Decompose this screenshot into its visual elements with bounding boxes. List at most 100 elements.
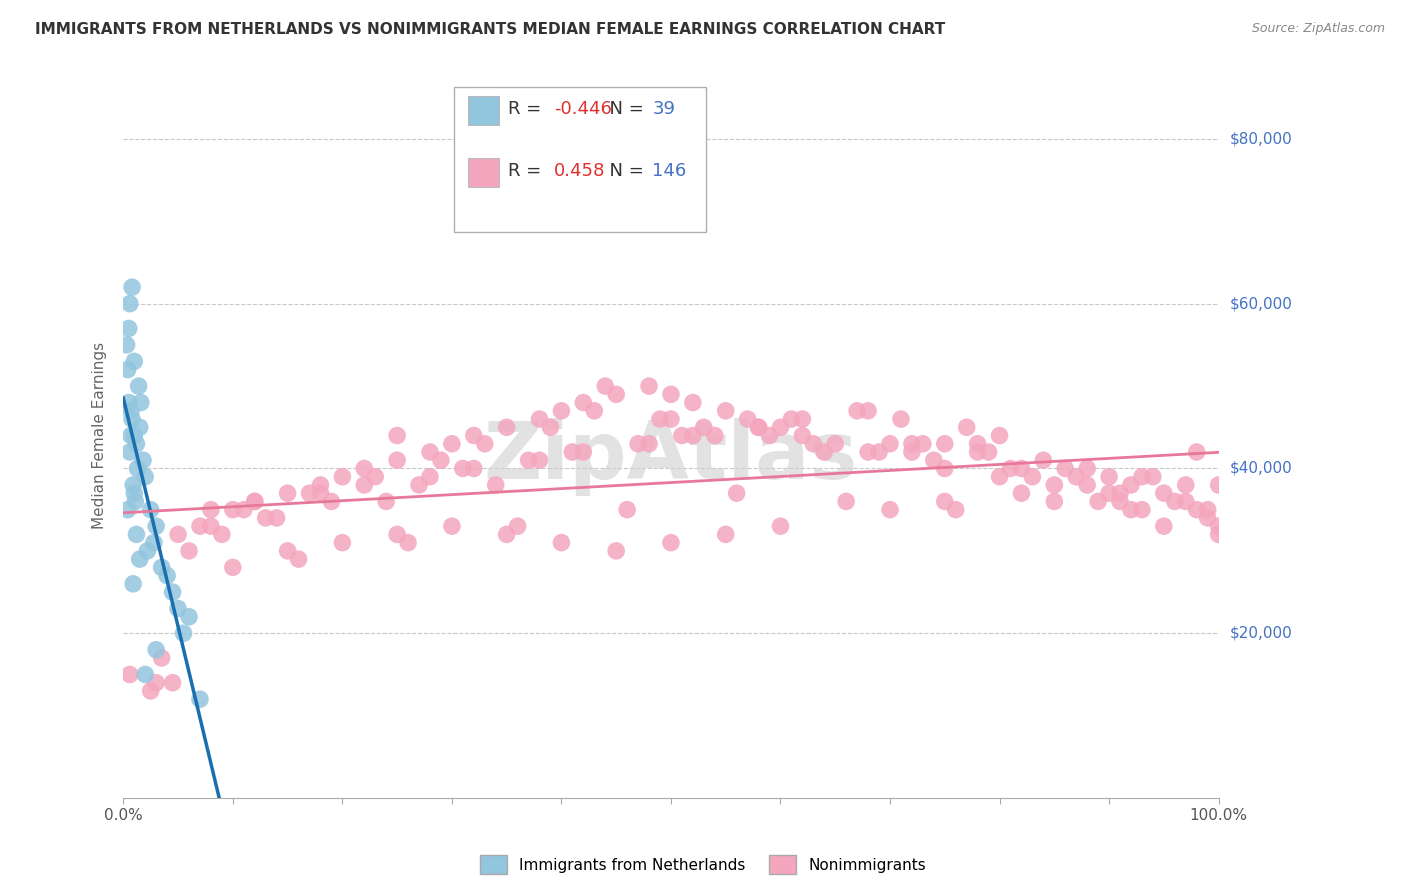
Point [988, 469, 1011, 483]
Point [638, 436, 661, 450]
Point [167, 527, 190, 541]
Point [1153, 486, 1175, 500]
Point [211, 527, 233, 541]
Point [911, 436, 934, 450]
Point [966, 445, 988, 459]
Text: 0.458: 0.458 [554, 161, 605, 180]
Point [396, 535, 419, 549]
Point [222, 502, 245, 516]
Text: 39: 39 [652, 100, 675, 119]
Point [1208, 527, 1230, 541]
Point [120, 428, 142, 442]
Point [385, 527, 408, 541]
Point [385, 428, 408, 442]
Point [287, 552, 309, 566]
Point [167, 601, 190, 615]
Point [122, 478, 145, 492]
Point [330, 469, 353, 483]
Text: $80,000: $80,000 [1230, 131, 1292, 146]
Point [298, 486, 321, 500]
Point [901, 436, 924, 450]
Point [117, 362, 139, 376]
Point [150, 651, 173, 665]
Point [616, 502, 638, 516]
Point [118, 395, 141, 409]
Point [1064, 469, 1087, 483]
FancyBboxPatch shape [468, 158, 499, 186]
Point [173, 626, 195, 640]
Point [127, 461, 149, 475]
Point [118, 667, 141, 681]
Legend: Immigrants from Netherlands, Nonimmigrants: Immigrants from Netherlands, Nonimmigran… [474, 849, 932, 880]
Point [463, 428, 485, 442]
Point [118, 296, 141, 310]
Point [118, 321, 141, 335]
Point [945, 502, 967, 516]
Point [474, 436, 496, 450]
Point [495, 420, 517, 434]
Point [309, 478, 332, 492]
Point [922, 453, 945, 467]
Point [122, 354, 145, 368]
Point [451, 461, 474, 475]
Point [495, 527, 517, 541]
Point [792, 412, 814, 426]
Point [561, 445, 583, 459]
Point [540, 420, 562, 434]
Point [901, 445, 924, 459]
Point [1185, 445, 1208, 459]
Point [1109, 486, 1132, 500]
Text: R =: R = [508, 100, 547, 119]
Point [419, 445, 441, 459]
Point [988, 428, 1011, 442]
Point [125, 527, 148, 541]
Point [145, 519, 167, 533]
Text: $40,000: $40,000 [1230, 461, 1292, 476]
Point [1174, 494, 1197, 508]
Text: N =: N = [598, 161, 650, 180]
Point [136, 544, 159, 558]
Point [143, 535, 166, 549]
Point [200, 519, 222, 533]
Point [1208, 478, 1230, 492]
Point [440, 519, 463, 533]
Point [1098, 486, 1121, 500]
Text: IMMIGRANTS FROM NETHERLANDS VS NONIMMIGRANTS MEDIAN FEMALE EARNINGS CORRELATION : IMMIGRANTS FROM NETHERLANDS VS NONIMMIGR… [35, 22, 945, 37]
Point [177, 544, 200, 558]
Point [277, 486, 299, 500]
Point [1164, 494, 1187, 508]
Point [1043, 494, 1066, 508]
Point [648, 412, 671, 426]
Text: 146: 146 [652, 161, 686, 180]
Point [115, 338, 138, 352]
Point [550, 404, 572, 418]
Point [693, 420, 716, 434]
Point [1185, 502, 1208, 516]
Point [868, 445, 890, 459]
Point [682, 428, 704, 442]
Point [134, 667, 156, 681]
Point [813, 445, 835, 459]
Text: N =: N = [598, 100, 650, 119]
Point [430, 453, 453, 467]
Point [150, 560, 173, 574]
Point [748, 420, 770, 434]
Point [572, 395, 595, 409]
Point [200, 502, 222, 516]
Point [1010, 486, 1032, 500]
Point [188, 519, 211, 533]
Point [671, 428, 693, 442]
Point [1130, 469, 1153, 483]
Point [440, 436, 463, 450]
Point [243, 494, 266, 508]
Point [122, 577, 145, 591]
Point [583, 404, 606, 418]
Point [1119, 502, 1142, 516]
Point [627, 436, 650, 450]
Point [128, 552, 150, 566]
Point [780, 412, 803, 426]
Point [714, 404, 737, 418]
Point [1130, 502, 1153, 516]
Point [659, 535, 682, 549]
Point [824, 436, 846, 450]
